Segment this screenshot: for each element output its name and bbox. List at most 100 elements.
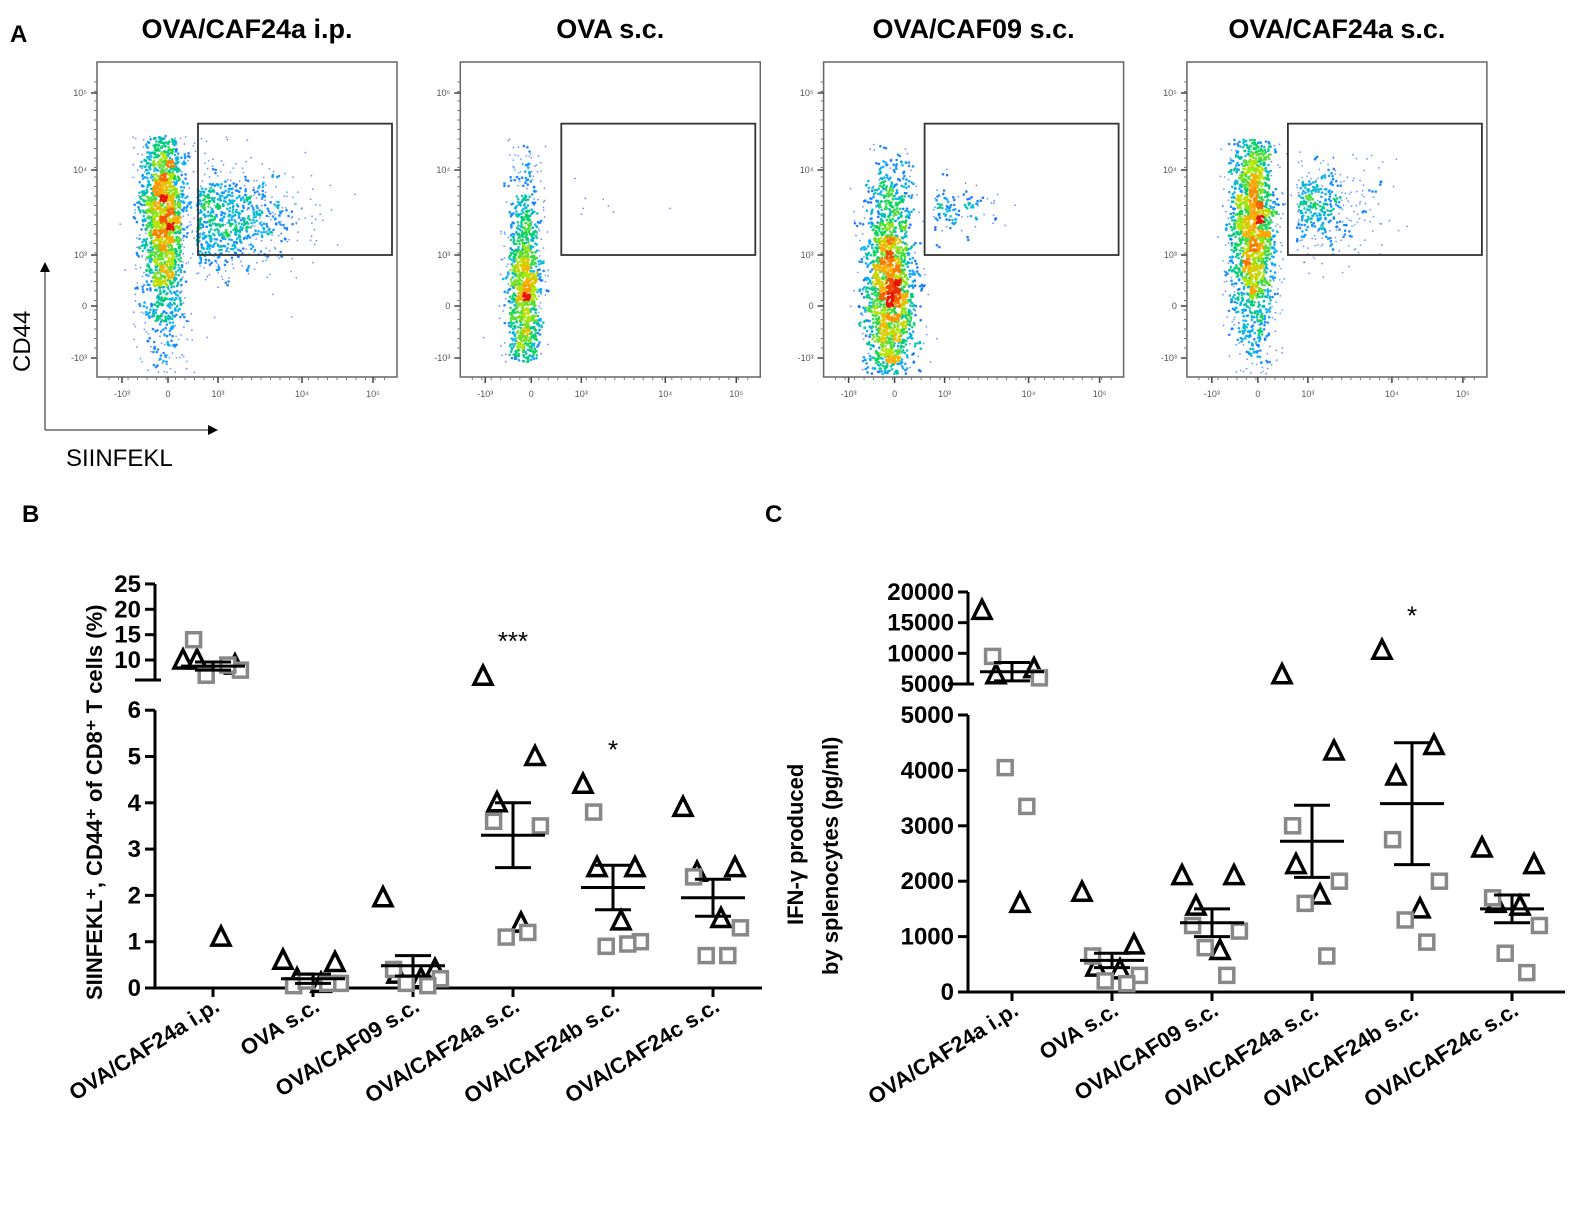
event-dot xyxy=(181,192,184,196)
event-dot xyxy=(198,255,202,259)
event-dot xyxy=(286,240,288,243)
event-dot xyxy=(528,174,532,178)
event-dot xyxy=(159,213,163,216)
event-dot xyxy=(138,200,141,204)
event-dot xyxy=(138,237,141,241)
event-dot xyxy=(310,235,313,238)
event-dot xyxy=(215,268,219,272)
event-dot xyxy=(520,176,524,179)
event-dot xyxy=(513,333,517,336)
event-dot xyxy=(239,199,243,202)
event-dot xyxy=(547,289,550,293)
event-dot xyxy=(907,252,911,255)
event-dot xyxy=(511,272,514,275)
event-dot xyxy=(529,358,533,362)
event-dot xyxy=(891,363,894,367)
event-dot xyxy=(536,170,539,173)
event-dot xyxy=(147,171,151,175)
event-dot xyxy=(175,187,178,191)
event-dot xyxy=(163,297,167,301)
event-dot xyxy=(167,148,170,152)
flow-plot: OVA/CAF24a i.p.-10³ 0 10³ 10⁴ 10⁵-10³010³10⁴… xyxy=(71,14,398,399)
event-dot xyxy=(228,277,230,279)
event-dot xyxy=(141,223,145,227)
event-dot xyxy=(889,219,893,223)
event-dot xyxy=(178,192,181,196)
event-dot xyxy=(205,247,209,250)
event-dot xyxy=(204,214,207,218)
event-dot xyxy=(229,213,232,217)
event-dot xyxy=(526,321,529,325)
event-dot xyxy=(217,272,220,274)
event-dot xyxy=(868,333,872,336)
event-dot xyxy=(242,237,246,241)
event-dot xyxy=(257,229,260,233)
event-dot xyxy=(147,214,150,218)
event-dot xyxy=(515,214,519,218)
event-dot xyxy=(154,231,158,234)
event-dot xyxy=(144,168,148,172)
event-dot xyxy=(910,181,913,184)
event-dot xyxy=(518,180,521,183)
event-dot xyxy=(251,233,255,237)
event-dot xyxy=(295,277,298,279)
event-dot xyxy=(153,165,156,168)
event-dot xyxy=(204,234,208,238)
event-dot xyxy=(202,231,206,235)
event-dot xyxy=(522,330,525,334)
event-dot xyxy=(512,344,516,348)
event-dot xyxy=(869,201,873,204)
event-dot xyxy=(166,256,170,259)
event-dot xyxy=(279,223,282,226)
event-dot xyxy=(953,198,956,202)
event-dot xyxy=(256,190,259,193)
event-dot xyxy=(252,213,256,216)
x-tick-label: 10⁵ xyxy=(366,389,380,399)
event-dot xyxy=(527,240,530,244)
event-dot xyxy=(153,156,156,159)
event-dot xyxy=(204,258,208,262)
event-dot xyxy=(224,180,227,183)
event-dot xyxy=(868,279,872,282)
y-tick-label: 0 xyxy=(809,301,814,311)
event-dot xyxy=(219,199,223,202)
event-dot xyxy=(225,195,229,198)
event-dot xyxy=(538,268,541,271)
event-dot xyxy=(253,194,255,197)
event-dot xyxy=(504,353,507,356)
event-dot xyxy=(871,228,874,232)
event-dot xyxy=(165,323,169,327)
event-dot xyxy=(936,206,940,210)
event-dot xyxy=(876,370,880,374)
event-dot xyxy=(156,234,160,238)
event-dot xyxy=(213,196,216,200)
event-dot xyxy=(522,196,526,200)
event-dot xyxy=(229,247,233,251)
event-dot xyxy=(220,275,223,278)
event-dot xyxy=(942,192,945,196)
event-dot xyxy=(153,211,157,215)
event-dot xyxy=(227,190,230,194)
event-dot xyxy=(172,254,176,257)
event-dot xyxy=(897,362,900,366)
event-dot xyxy=(524,285,528,288)
event-dot xyxy=(990,201,993,204)
event-dot xyxy=(534,262,537,265)
event-dot xyxy=(175,305,179,308)
event-dot xyxy=(165,194,168,197)
event-dot xyxy=(205,240,208,244)
event-dot xyxy=(170,312,174,315)
event-dot xyxy=(246,267,250,270)
event-dot xyxy=(508,331,512,334)
event-dot xyxy=(204,261,207,265)
event-dot xyxy=(162,210,165,214)
event-dot xyxy=(266,276,268,279)
event-dot xyxy=(216,192,219,196)
event-dot xyxy=(152,282,156,285)
event-dot xyxy=(517,304,521,307)
event-dot xyxy=(198,222,202,226)
event-dot xyxy=(911,165,915,168)
event-dot xyxy=(902,289,906,293)
event-dot xyxy=(244,175,247,179)
x-tick-label: 0 xyxy=(529,389,534,399)
